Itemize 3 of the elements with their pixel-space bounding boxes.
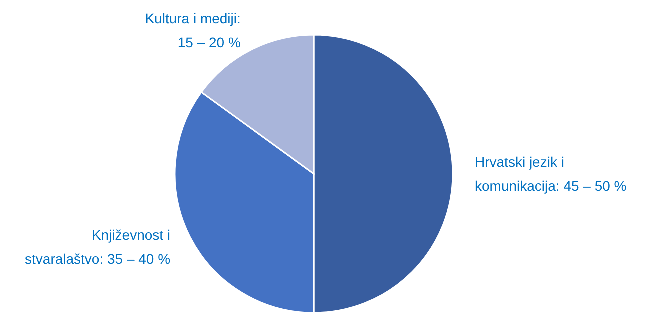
slice-label: Kultura i mediji: 15 – 20 % [145, 10, 241, 51]
slice-label: Književnost i stvaralaštvo: 35 – 40 % [25, 227, 171, 268]
slice-label: Hrvatski jezik i komunikacija: 45 – 50 % [475, 154, 627, 194]
